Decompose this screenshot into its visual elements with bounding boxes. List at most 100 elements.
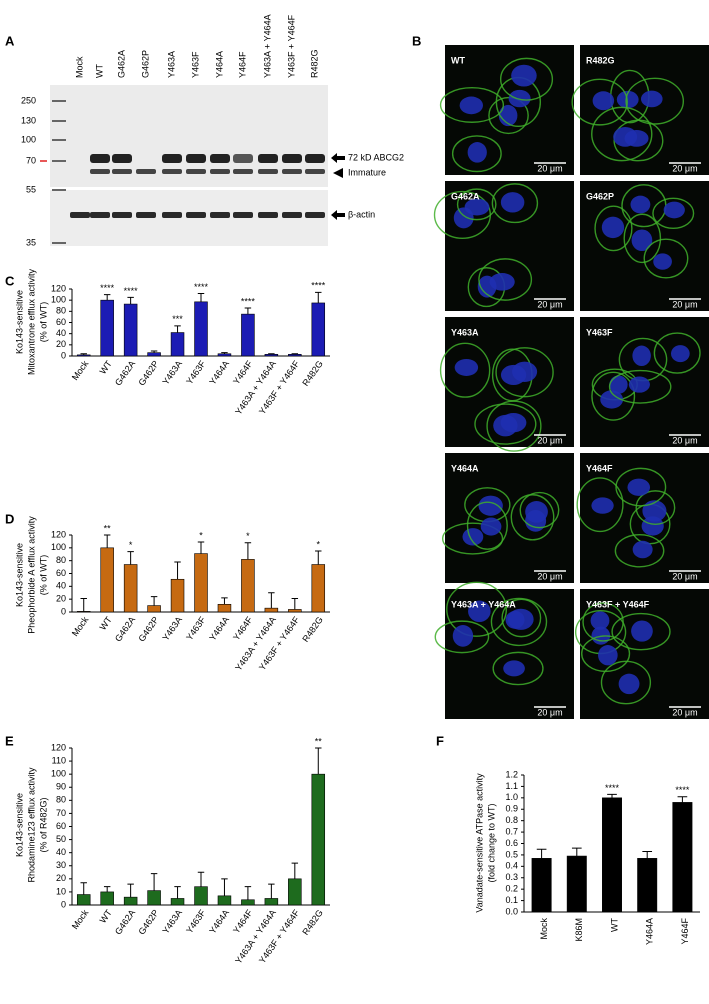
error-bar — [174, 325, 181, 333]
band — [210, 169, 230, 174]
nucleus — [500, 192, 525, 213]
significance: ** — [315, 736, 323, 746]
cell-outline — [439, 87, 505, 123]
y-tick-label: 0.2 — [505, 884, 518, 894]
band — [258, 212, 278, 218]
bar — [311, 302, 326, 357]
x-tick-label: Y463A — [160, 908, 184, 936]
y-axis-label: Vanadate-sensitive ATPase activity — [474, 773, 484, 913]
marker-label: 100 — [21, 134, 36, 144]
y-tick-label: 120 — [51, 529, 66, 539]
scale-bar-label: 20 μm — [537, 435, 562, 445]
error-bar — [244, 307, 252, 315]
y-tick-label: 70 — [56, 808, 66, 818]
significance: **** — [241, 296, 256, 306]
error-bar — [291, 598, 299, 610]
nucleus — [600, 390, 624, 409]
nucleus — [462, 528, 484, 546]
y-tick-label: 50 — [56, 834, 66, 844]
x-tick-label: Y464F — [680, 918, 690, 945]
marker-label: 130 — [21, 115, 36, 125]
bar — [123, 896, 138, 906]
y-axis-label: Rhodamine123 efflux activity — [26, 767, 36, 882]
cell-outline — [615, 467, 667, 507]
micrograph-label: Y463A — [451, 327, 479, 337]
bar — [194, 301, 208, 357]
marker-label: 35 — [26, 237, 36, 247]
error-bar — [221, 352, 228, 354]
nucleus — [464, 198, 490, 216]
y-axis-label: (% of WT) — [38, 555, 48, 596]
error-bar — [127, 551, 134, 565]
bar — [602, 797, 622, 913]
panel-letter: F — [436, 733, 444, 748]
cell-outline — [581, 635, 631, 673]
band — [210, 212, 230, 218]
error-bar — [197, 541, 205, 554]
ladder-band — [52, 120, 66, 122]
y-tick-label: 80 — [56, 795, 66, 805]
error-bar — [150, 596, 158, 606]
lane-label: G462A — [116, 50, 126, 78]
bar — [147, 352, 161, 357]
band — [233, 169, 253, 174]
bar — [311, 773, 326, 906]
y-tick-label: 0.5 — [505, 849, 518, 859]
nucleus — [628, 376, 650, 393]
bar — [264, 607, 279, 613]
y-tick-label: 40 — [56, 847, 66, 857]
y-tick-label: 1.1 — [505, 781, 518, 791]
x-tick-label: Mock — [539, 918, 549, 940]
nucleus — [505, 610, 525, 629]
y-tick-label: 40 — [56, 581, 66, 591]
y-axis-label: (% of R482G) — [38, 797, 48, 852]
cell-outline — [466, 501, 508, 550]
lane-label: G462P — [140, 50, 150, 78]
y-tick-label: 100 — [51, 769, 66, 779]
micrograph-label: Y464A — [451, 463, 479, 473]
nucleus — [591, 497, 614, 514]
y-tick-label: 80 — [56, 306, 66, 316]
y-tick-label: 80 — [56, 555, 66, 565]
x-tick-label: R482G — [300, 908, 325, 937]
panel-letter: E — [5, 733, 14, 748]
band — [186, 154, 206, 163]
band — [70, 212, 90, 218]
error-bar — [677, 796, 688, 803]
significance: **** — [675, 785, 690, 795]
band — [90, 154, 110, 163]
error-bar — [291, 862, 299, 879]
ladder-band — [52, 160, 66, 162]
band — [136, 212, 156, 218]
y-axis-label: Ko143-sensitive — [14, 793, 24, 857]
nucleus — [663, 201, 685, 219]
lane-label: Y464F — [237, 51, 247, 78]
error-bar — [315, 747, 322, 775]
y-tick-label: 30 — [56, 860, 66, 870]
lane-label: Y463F — [190, 51, 200, 78]
micrograph — [580, 453, 709, 583]
nucleus — [512, 361, 538, 382]
error-bar — [103, 534, 111, 548]
nucleus — [468, 600, 491, 623]
cell-outline — [614, 534, 665, 568]
y-axis-label: (% of WT) — [38, 302, 48, 343]
band — [210, 154, 230, 163]
nucleus — [632, 540, 653, 559]
y-tick-label: 60 — [56, 317, 66, 327]
error-bar — [315, 291, 322, 303]
lane-label: WT — [94, 64, 104, 78]
band — [90, 169, 110, 174]
band — [258, 169, 278, 174]
bar — [194, 553, 208, 613]
y-axis-label: Pheophorbide A efflux activity — [26, 516, 36, 634]
scale-bar-label: 20 μm — [537, 163, 562, 173]
ladder-band — [52, 139, 66, 141]
band — [305, 212, 325, 218]
y-tick-label: 110 — [52, 755, 66, 765]
bar — [264, 898, 279, 906]
x-tick-label: G462A — [113, 359, 137, 388]
error-bar — [103, 886, 111, 892]
